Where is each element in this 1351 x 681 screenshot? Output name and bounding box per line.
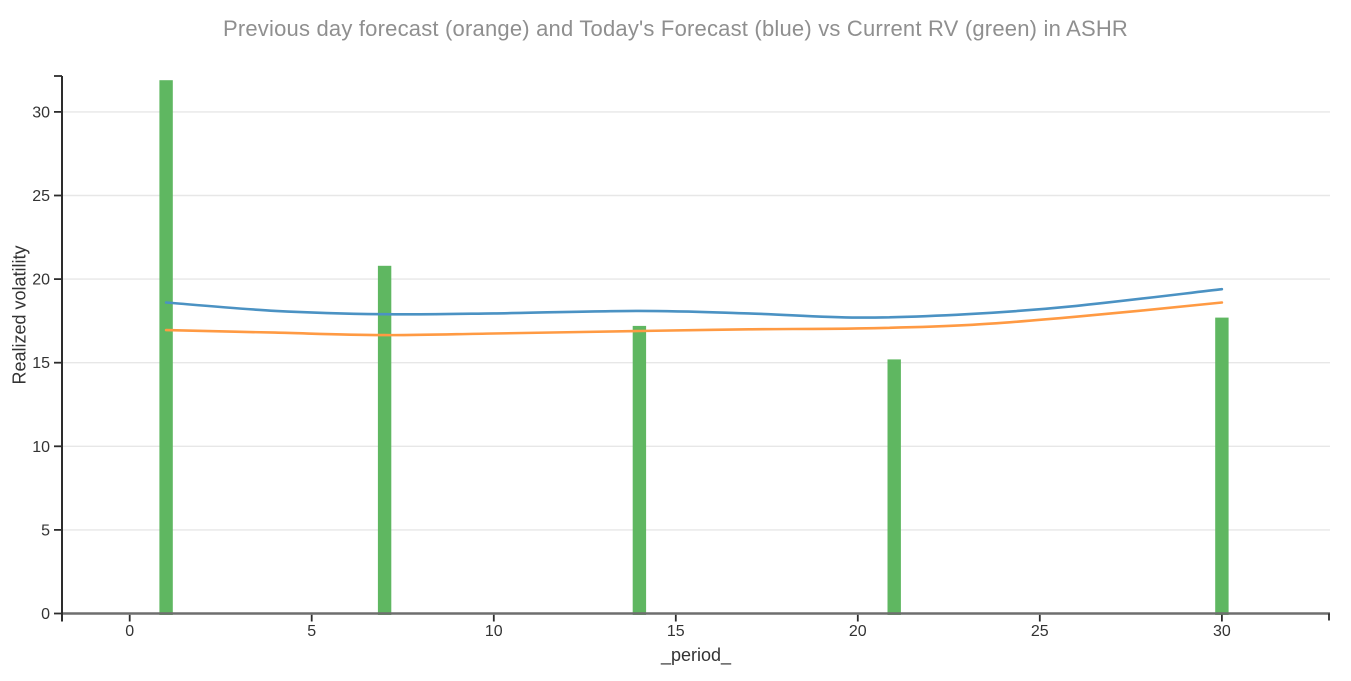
x-tick-label: 15: [667, 623, 685, 640]
rv-bar: [377, 265, 392, 615]
chart-title: Previous day forecast (orange) and Today…: [222, 16, 1129, 41]
rv-bar: [1215, 317, 1229, 615]
x-tick-label: 30: [1213, 623, 1231, 640]
x-tick-label: 10: [485, 623, 503, 640]
y-tick-label: 10: [32, 439, 50, 456]
rv-bar: [159, 80, 173, 615]
x-axis-title: _period_: [660, 645, 732, 665]
rv-bar: [887, 359, 901, 615]
y-tick-label: 25: [32, 188, 50, 205]
y-tick-label: 15: [32, 355, 50, 372]
rv-bar: [632, 325, 647, 615]
previous-day-forecast-line: [164, 301, 1224, 337]
x-tick-label: 25: [1031, 623, 1049, 640]
y-tick-label: 0: [41, 606, 50, 623]
todays-forecast-line: [164, 287, 1224, 319]
y-tick-label: 20: [32, 272, 50, 289]
x-tick-label: 0: [125, 623, 134, 640]
y-tick-label: 30: [32, 104, 50, 121]
y-tick-label: 5: [41, 522, 50, 539]
x-tick-label: 20: [849, 623, 867, 640]
x-tick-label: 5: [307, 623, 316, 640]
y-axis-title: Realized volatility: [9, 245, 30, 385]
